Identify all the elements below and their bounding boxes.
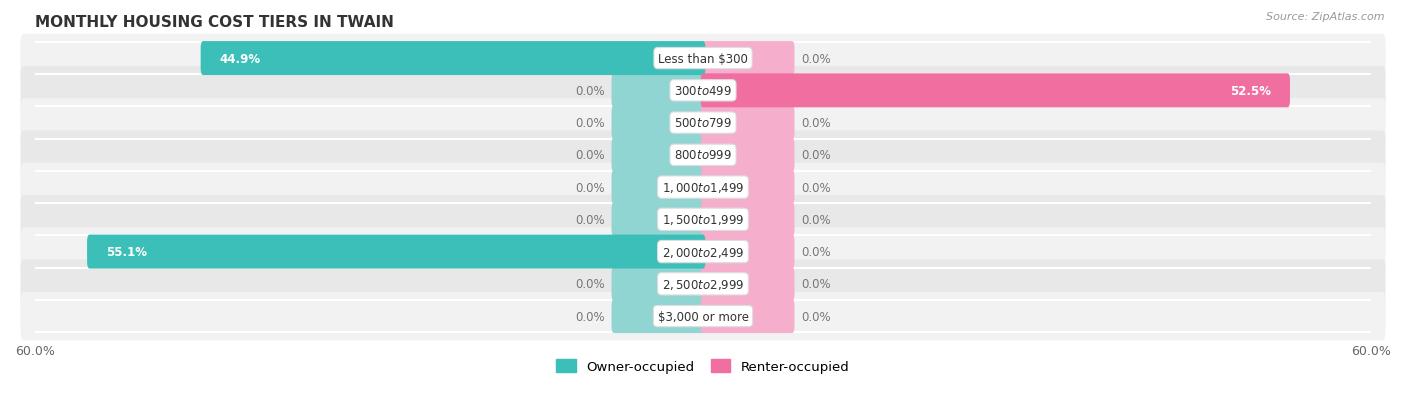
Text: 0.0%: 0.0% <box>575 181 605 194</box>
Text: 0.0%: 0.0% <box>801 213 831 226</box>
Text: 0.0%: 0.0% <box>801 117 831 130</box>
Text: 0.0%: 0.0% <box>801 181 831 194</box>
FancyBboxPatch shape <box>21 99 1385 147</box>
FancyBboxPatch shape <box>21 260 1385 309</box>
Text: 55.1%: 55.1% <box>107 245 148 259</box>
Text: $2,000 to $2,499: $2,000 to $2,499 <box>662 245 744 259</box>
FancyBboxPatch shape <box>612 74 706 108</box>
FancyBboxPatch shape <box>21 163 1385 212</box>
FancyBboxPatch shape <box>700 42 794 76</box>
FancyBboxPatch shape <box>700 106 794 140</box>
Text: MONTHLY HOUSING COST TIERS IN TWAIN: MONTHLY HOUSING COST TIERS IN TWAIN <box>35 15 394 30</box>
Text: 0.0%: 0.0% <box>801 149 831 162</box>
FancyBboxPatch shape <box>612 106 706 140</box>
Text: $1,500 to $1,999: $1,500 to $1,999 <box>662 213 744 227</box>
Legend: Owner-occupied, Renter-occupied: Owner-occupied, Renter-occupied <box>551 354 855 378</box>
FancyBboxPatch shape <box>612 203 706 237</box>
Text: $1,000 to $1,499: $1,000 to $1,499 <box>662 180 744 195</box>
Text: Less than $300: Less than $300 <box>658 52 748 65</box>
Text: 0.0%: 0.0% <box>575 310 605 323</box>
FancyBboxPatch shape <box>612 267 706 301</box>
FancyBboxPatch shape <box>21 35 1385 83</box>
FancyBboxPatch shape <box>21 67 1385 115</box>
Text: 0.0%: 0.0% <box>575 149 605 162</box>
FancyBboxPatch shape <box>612 138 706 172</box>
Text: 0.0%: 0.0% <box>575 85 605 97</box>
Text: 0.0%: 0.0% <box>575 213 605 226</box>
FancyBboxPatch shape <box>21 131 1385 180</box>
Text: 52.5%: 52.5% <box>1230 85 1271 97</box>
FancyBboxPatch shape <box>87 235 706 269</box>
Text: 0.0%: 0.0% <box>801 245 831 259</box>
FancyBboxPatch shape <box>700 235 794 269</box>
Text: $3,000 or more: $3,000 or more <box>658 310 748 323</box>
Text: $500 to $799: $500 to $799 <box>673 117 733 130</box>
FancyBboxPatch shape <box>612 171 706 204</box>
FancyBboxPatch shape <box>700 171 794 204</box>
FancyBboxPatch shape <box>700 74 1289 108</box>
FancyBboxPatch shape <box>21 292 1385 341</box>
Text: 0.0%: 0.0% <box>575 117 605 130</box>
FancyBboxPatch shape <box>612 299 706 333</box>
FancyBboxPatch shape <box>201 42 706 76</box>
Text: 0.0%: 0.0% <box>801 310 831 323</box>
FancyBboxPatch shape <box>21 228 1385 276</box>
Text: 0.0%: 0.0% <box>801 278 831 291</box>
Text: 0.0%: 0.0% <box>801 52 831 65</box>
Text: Source: ZipAtlas.com: Source: ZipAtlas.com <box>1267 12 1385 22</box>
FancyBboxPatch shape <box>21 195 1385 244</box>
FancyBboxPatch shape <box>700 267 794 301</box>
Text: $300 to $499: $300 to $499 <box>673 85 733 97</box>
Text: 44.9%: 44.9% <box>219 52 262 65</box>
Text: 0.0%: 0.0% <box>575 278 605 291</box>
FancyBboxPatch shape <box>700 138 794 172</box>
Text: $2,500 to $2,999: $2,500 to $2,999 <box>662 277 744 291</box>
Text: $800 to $999: $800 to $999 <box>673 149 733 162</box>
FancyBboxPatch shape <box>700 203 794 237</box>
FancyBboxPatch shape <box>700 299 794 333</box>
